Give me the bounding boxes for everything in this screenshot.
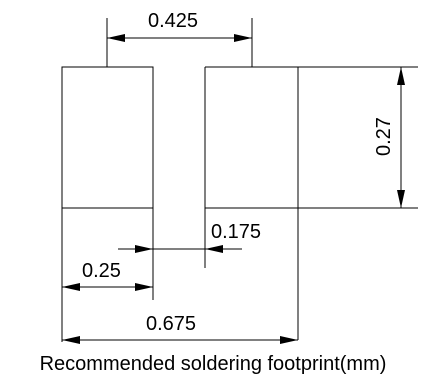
pad-height-label: 0.27 <box>373 117 395 156</box>
left-pad <box>61 66 154 209</box>
extension-lines <box>61 18 253 342</box>
dimension-pad-gap: 0.175 <box>118 221 261 253</box>
dimension-pad-height: 0.27 <box>373 67 405 208</box>
dimension-pad-width: 0.25 <box>62 260 153 291</box>
right-pad <box>204 66 418 340</box>
dimension-overall-width: 0.675 <box>62 313 298 344</box>
dimension-pad-pitch: 0.425 <box>107 10 252 42</box>
pad-width-label: 0.25 <box>82 260 121 282</box>
overall-width-label: 0.675 <box>146 313 196 335</box>
figure-caption: Recommended soldering footprint(mm) <box>40 353 387 375</box>
pad-pitch-label: 0.425 <box>148 10 198 32</box>
pad-gap-label: 0.175 <box>211 221 261 243</box>
